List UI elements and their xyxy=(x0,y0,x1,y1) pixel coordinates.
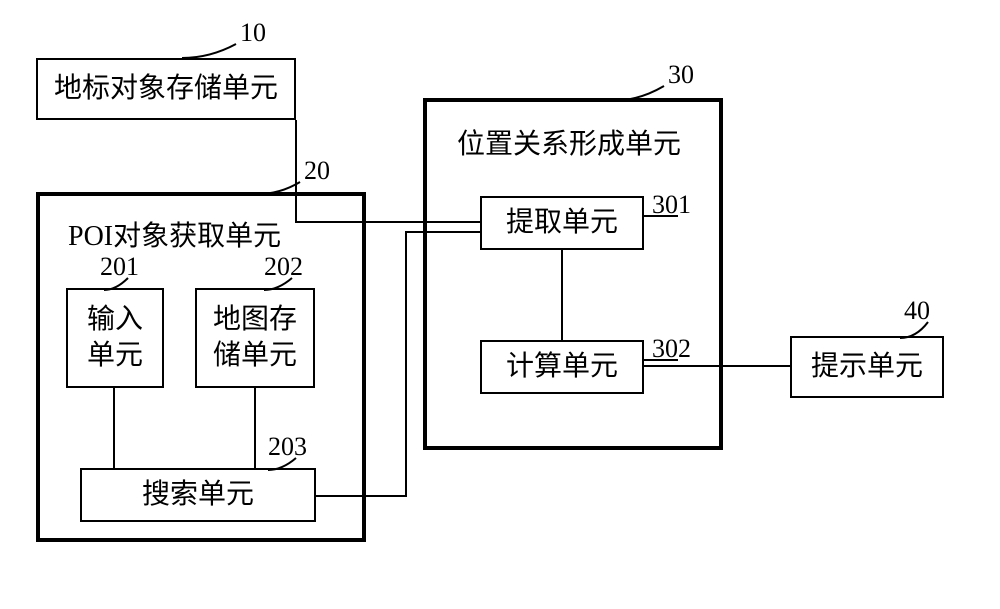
leader-10 xyxy=(182,44,236,58)
box-compute-unit: 计算单元 xyxy=(480,340,644,394)
box-search-unit: 搜索单元 xyxy=(80,468,316,522)
ref-label-302: 302 xyxy=(652,334,691,364)
ref-label-301: 301 xyxy=(652,190,691,220)
ref-label-10: 10 xyxy=(240,18,266,48)
ref-label-30: 30 xyxy=(668,60,694,90)
container-position-relation-unit: 位置关系形成单元 xyxy=(423,98,723,450)
box-extract-unit: 提取单元 xyxy=(480,196,644,250)
diagram-canvas: POI对象获取单元 位置关系形成单元 地标对象存储单元 输入 单元 地图存 储单… xyxy=(0,0,1000,609)
box-input-unit: 输入 单元 xyxy=(66,288,164,388)
ref-label-40: 40 xyxy=(904,296,930,326)
ref-label-203: 203 xyxy=(268,432,307,462)
ref-label-201: 201 xyxy=(100,252,139,282)
box-landmark-storage-unit: 地标对象存储单元 xyxy=(36,58,296,120)
ref-label-202: 202 xyxy=(264,252,303,282)
container-title-position-relation: 位置关系形成单元 xyxy=(457,122,681,162)
container-title-poi: POI对象获取单元 xyxy=(68,214,281,254)
box-hint-unit: 提示单元 xyxy=(790,336,944,398)
box-map-storage-unit: 地图存 储单元 xyxy=(195,288,315,388)
ref-label-20: 20 xyxy=(304,156,330,186)
